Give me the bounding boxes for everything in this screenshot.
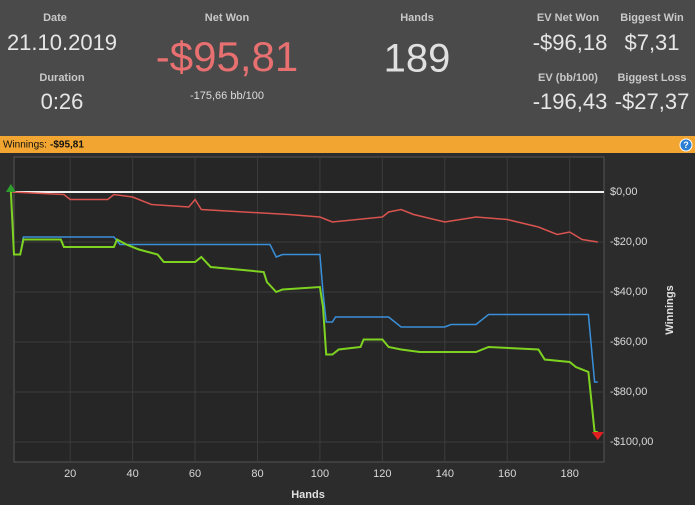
stat-value: 189 [384, 37, 451, 81]
y-tick-label: -$80,00 [610, 386, 647, 398]
x-tick-label: 140 [436, 468, 454, 480]
x-tick-label: 120 [373, 468, 391, 480]
x-tick-label: 40 [126, 468, 138, 480]
y-tick-label: $0,00 [610, 186, 638, 198]
stat-label: Hands [400, 12, 434, 24]
stat-value: -196,43 [533, 89, 608, 114]
x-tick-label: 60 [189, 468, 201, 480]
title-bar [0, 136, 695, 153]
stat-value: -$27,37 [615, 89, 690, 114]
stat-sub: -175,66 bb/100 [190, 90, 264, 102]
series-line [9, 191, 598, 433]
plot-area [13, 156, 605, 463]
help-icon-text: ? [683, 140, 689, 150]
x-tick-label: 80 [251, 468, 263, 480]
series-line [10, 191, 598, 383]
start-marker [5, 184, 16, 192]
bar-value: -$95,81 [50, 140, 84, 151]
stat-value: 0:26 [41, 89, 84, 114]
help-icon[interactable] [679, 138, 693, 152]
y-tick-label: -$20,00 [610, 236, 647, 248]
x-tick-label: 160 [498, 468, 516, 480]
bar-label: Winnings: [3, 140, 47, 151]
stat-label: Biggest Win [620, 12, 684, 24]
header [0, 0, 695, 136]
stat-label: EV (bb/100) [538, 72, 598, 84]
y-tick-label: -$60,00 [610, 336, 647, 348]
x-tick-label: 20 [64, 468, 76, 480]
stat-label: Date [43, 12, 67, 24]
x-axis-label: Hands [291, 489, 325, 501]
stat-value: $7,31 [624, 30, 679, 55]
stat-label: Duration [39, 72, 85, 84]
stat-label: EV Net Won [537, 12, 599, 24]
stat-value: -$95,81 [156, 33, 298, 80]
stat-label: Net Won [205, 12, 250, 24]
stat-label: Biggest Loss [617, 72, 686, 84]
y-tick-label: -$40,00 [610, 286, 647, 298]
x-tick-label: 100 [311, 468, 329, 480]
x-tick-label: 180 [560, 468, 578, 480]
y-tick-label: -$100,00 [610, 436, 653, 448]
stat-value: -$96,18 [533, 30, 608, 55]
series-line [10, 191, 598, 243]
stat-value: 21.10.2019 [7, 30, 117, 55]
y-axis-label: Winnings [664, 285, 676, 334]
end-marker [591, 432, 604, 440]
